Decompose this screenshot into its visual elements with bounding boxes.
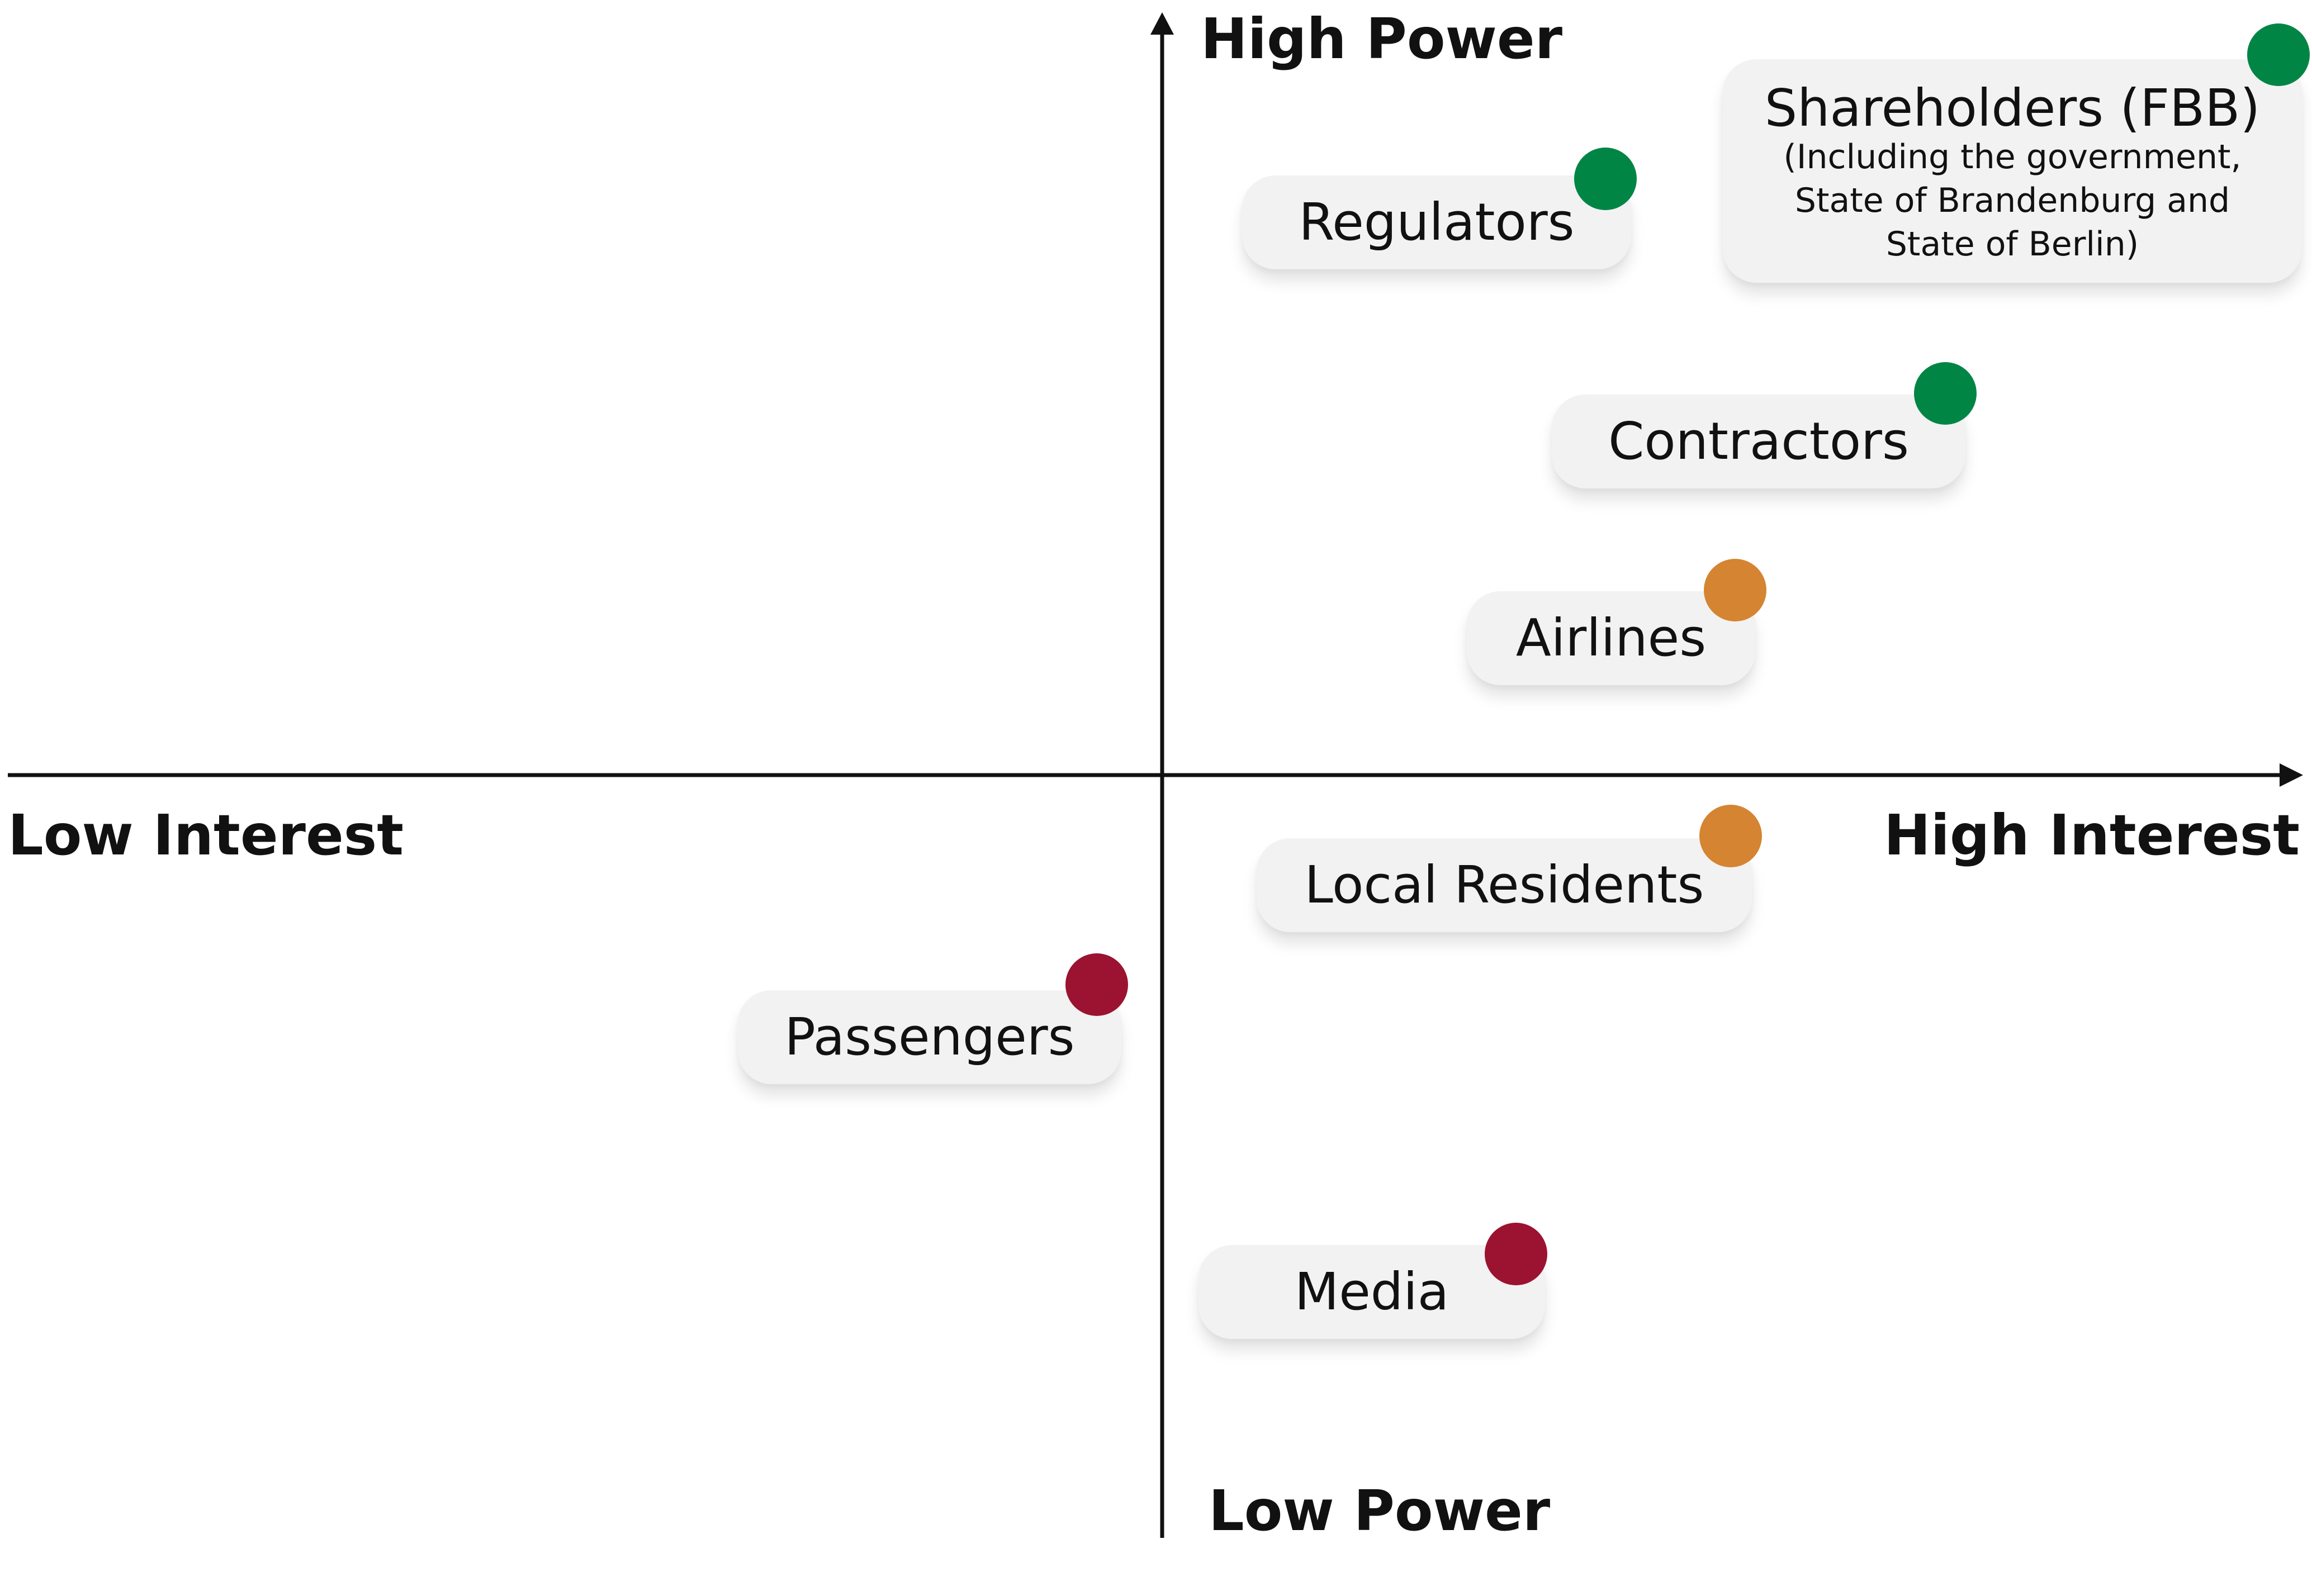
stakeholder-card-shareholders: Shareholders (FBB) (Including the govern… bbox=[1723, 59, 2302, 283]
stakeholder-name: Local Residents bbox=[1304, 854, 1704, 915]
horizontal-axis-arrow bbox=[2280, 763, 2303, 787]
stakeholder-detail: (Including the government, bbox=[1783, 137, 2242, 177]
status-dot-regulators bbox=[1574, 148, 1637, 210]
status-dot-passengers bbox=[1065, 953, 1128, 1016]
stakeholder-detail: State of Berlin) bbox=[1885, 225, 2139, 264]
status-dot-shareholders bbox=[2247, 23, 2310, 86]
axis-label-low-interest: Low Interest bbox=[8, 802, 404, 868]
stakeholder-name: Contractors bbox=[1608, 411, 1909, 471]
status-dot-media bbox=[1485, 1223, 1547, 1285]
stakeholder-card-regulators: Regulators bbox=[1242, 175, 1631, 269]
vertical-axis-arrow bbox=[1150, 12, 1174, 35]
stakeholder-card-airlines: Airlines bbox=[1467, 591, 1755, 685]
stakeholder-card-local-residents: Local Residents bbox=[1257, 838, 1752, 932]
status-dot-airlines bbox=[1704, 559, 1766, 621]
axis-label-high-interest: High Interest bbox=[1883, 802, 2300, 868]
stakeholder-name: Airlines bbox=[1515, 607, 1707, 668]
axis-label-low-power: Low Power bbox=[1209, 1478, 1551, 1543]
stakeholder-card-contractors: Contractors bbox=[1552, 395, 1965, 488]
axis-label-high-power: High Power bbox=[1201, 6, 1563, 72]
stakeholder-name: Passengers bbox=[784, 1006, 1075, 1067]
stakeholder-name: Media bbox=[1294, 1261, 1449, 1322]
status-dot-local-residents bbox=[1699, 805, 1762, 867]
status-dot-contractors bbox=[1914, 362, 1977, 425]
stakeholder-name: Shareholders (FBB) bbox=[1764, 78, 2261, 138]
stakeholder-name: Regulators bbox=[1299, 192, 1575, 252]
stakeholder-detail: State of Brandenburg and bbox=[1794, 181, 2230, 221]
stakeholder-card-passengers: Passengers bbox=[738, 990, 1121, 1084]
